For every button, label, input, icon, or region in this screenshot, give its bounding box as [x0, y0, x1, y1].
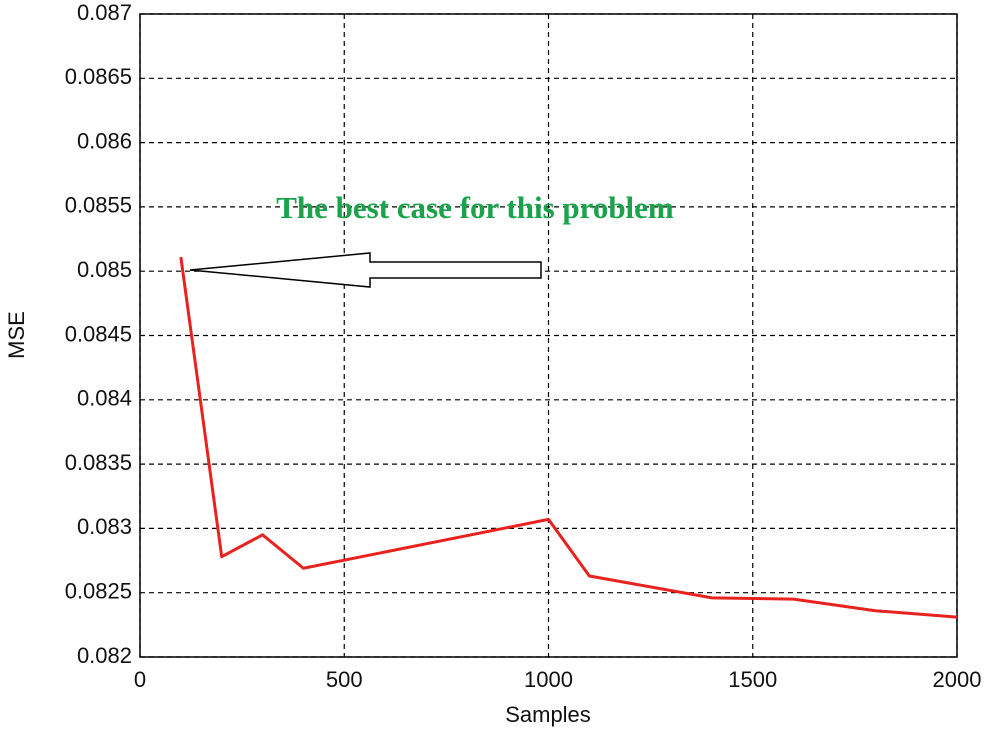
x-tick-label: 0 [134, 667, 146, 692]
x-tick-label: 2000 [933, 667, 982, 692]
y-tick-label: 0.087 [77, 0, 132, 25]
y-tick-label: 0.084 [77, 386, 132, 411]
x-tick-label: 500 [326, 667, 363, 692]
annotation-arrow [189, 252, 542, 288]
y-tick-label: 0.0865 [65, 64, 132, 89]
y-tick-label: 0.082 [77, 643, 132, 668]
y-tick-label: 0.0855 [65, 193, 132, 218]
x-tick-label: 1500 [728, 667, 777, 692]
y-tick-label: 0.0825 [65, 579, 132, 604]
y-axis-label: MSE [4, 311, 29, 359]
data-line [179, 256, 958, 619]
y-tick-label: 0.0845 [65, 321, 132, 346]
x-axis-label: Samples [505, 702, 591, 727]
y-tick-label: 0.086 [77, 128, 132, 153]
y-tick-label: 0.085 [77, 257, 132, 282]
y-tick-label: 0.083 [77, 514, 132, 539]
annotation: The best case for this problem [276, 190, 674, 225]
y-tick-label: 0.0835 [65, 450, 132, 475]
x-tick-label: 1000 [524, 667, 573, 692]
